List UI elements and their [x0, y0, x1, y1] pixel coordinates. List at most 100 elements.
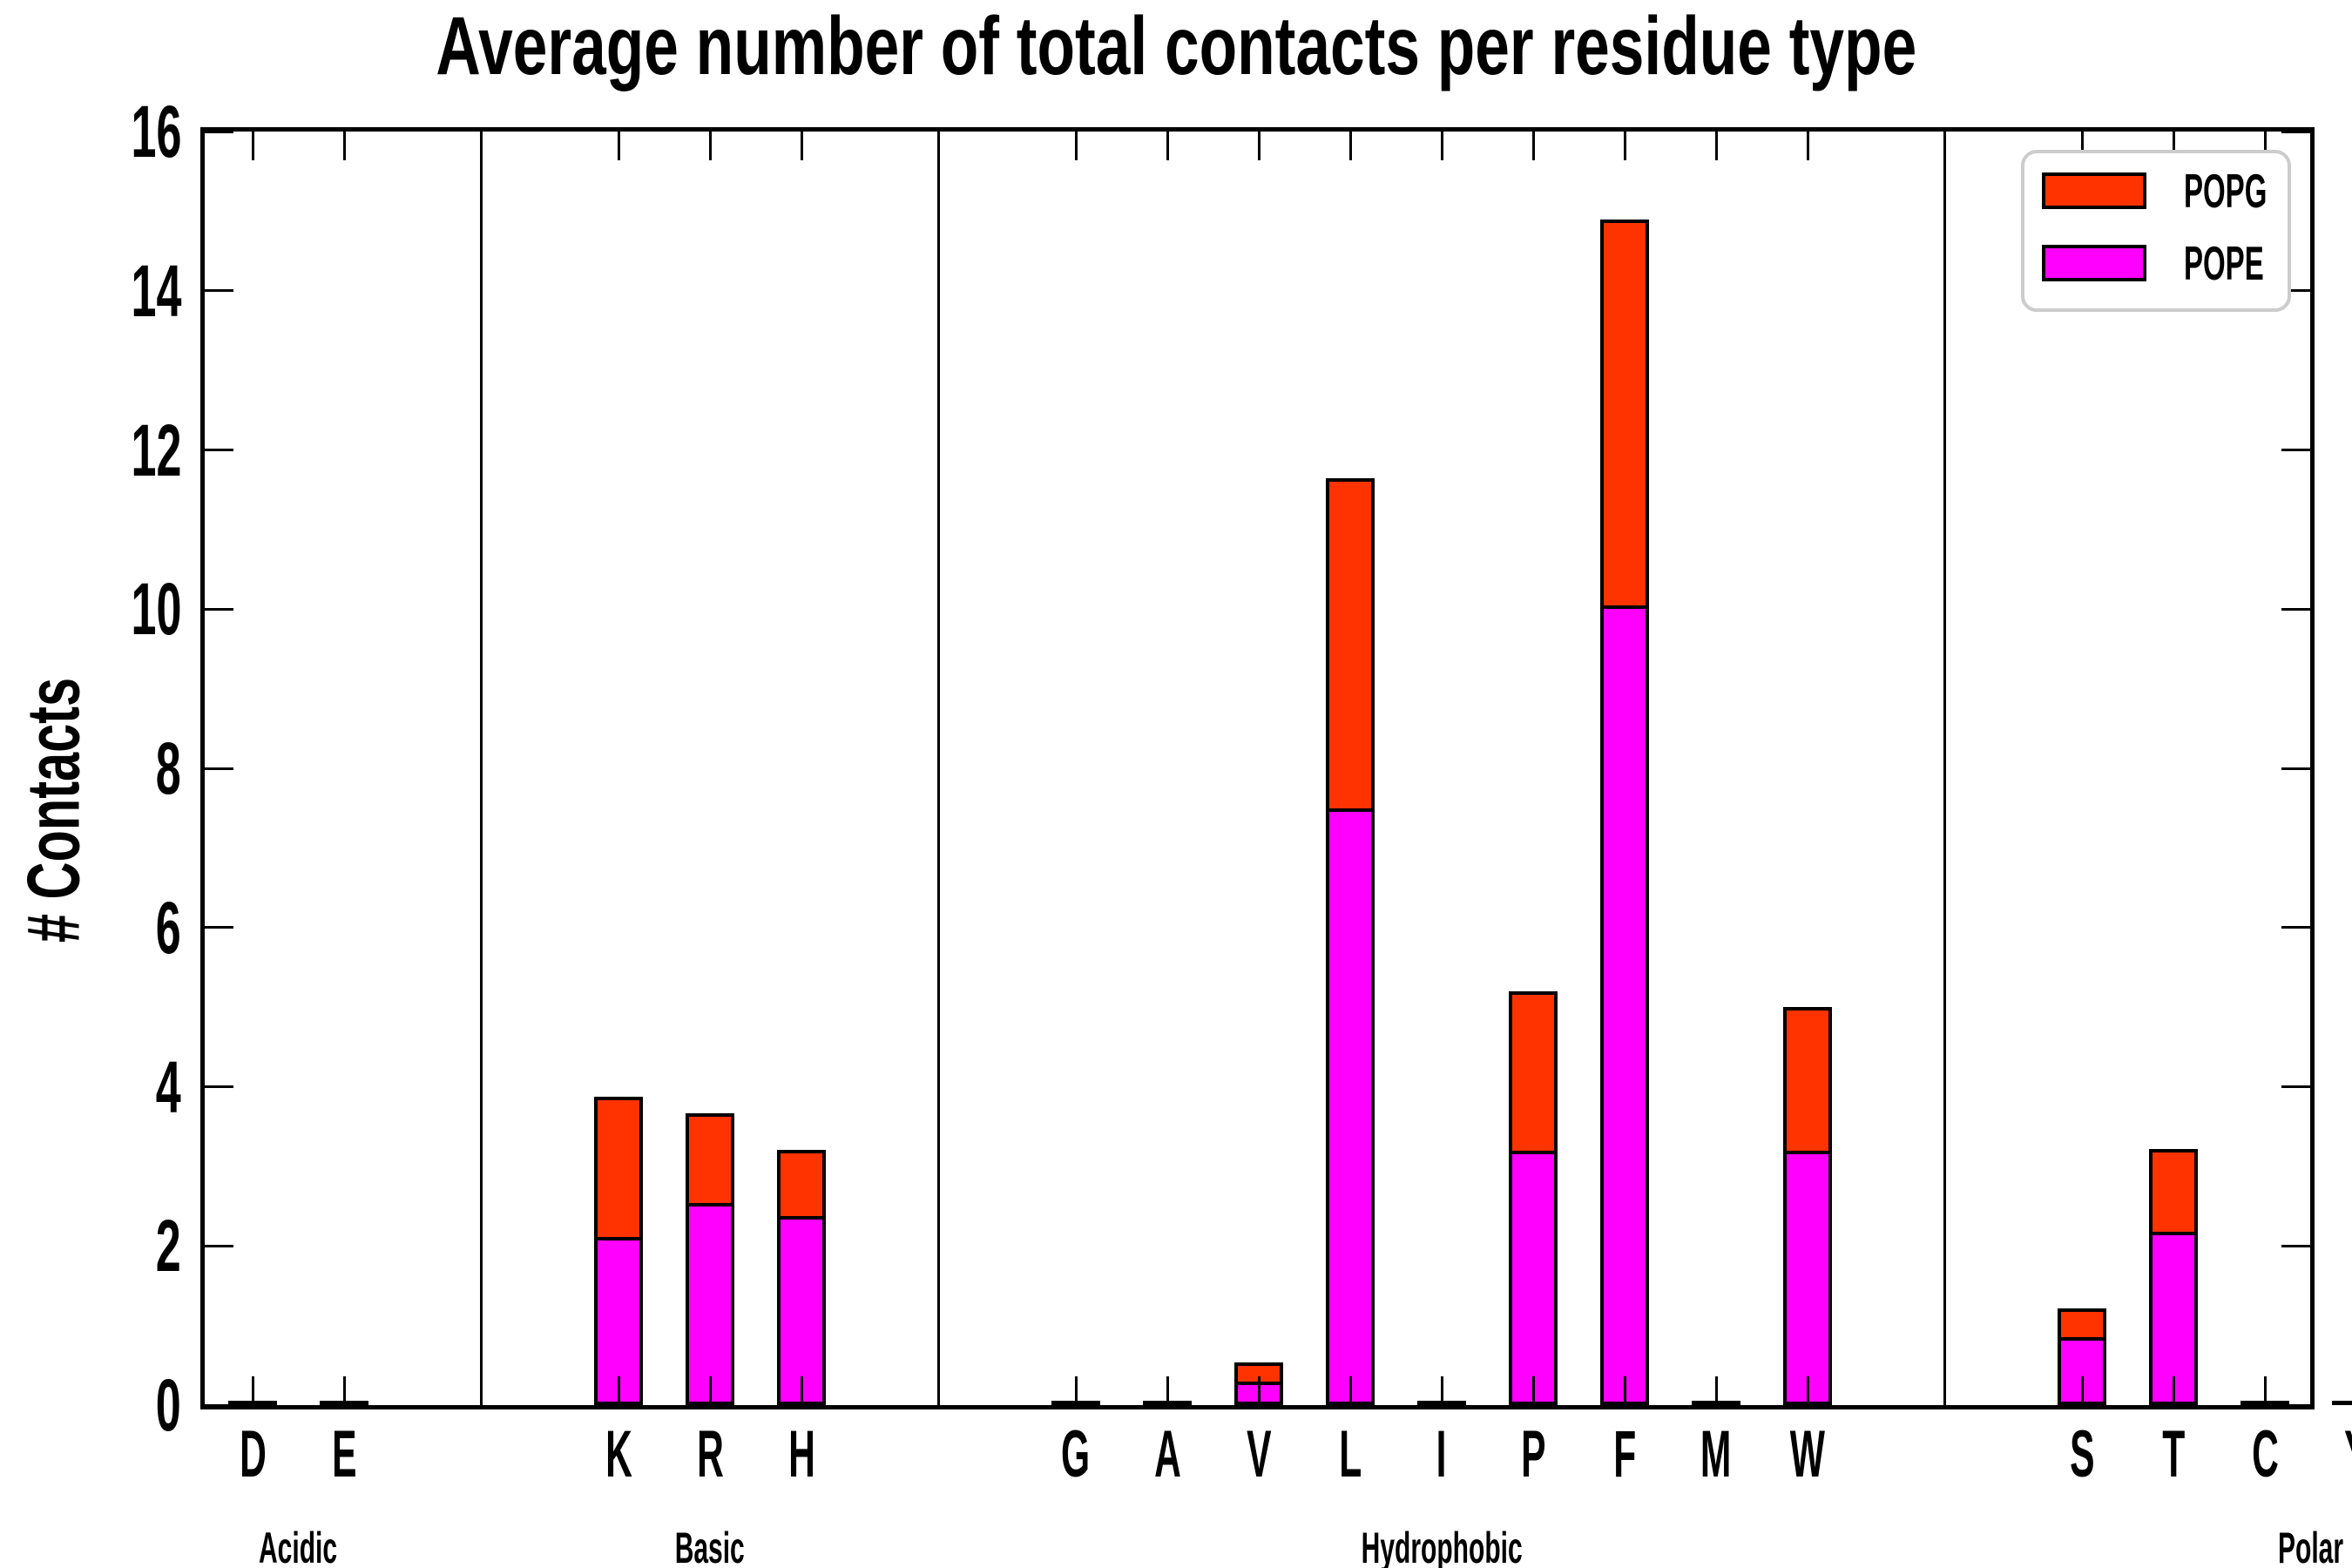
plot-area — [200, 127, 2352, 1409]
legend-pope-swatch — [2042, 245, 2146, 281]
x-axis-tick-bottom — [800, 1376, 803, 1405]
y-tick-label-text: 6 — [156, 886, 181, 969]
y-axis-major-tick-left — [205, 1403, 233, 1407]
bar-F-popg-segment — [1600, 219, 1649, 610]
y-axis-major-tick-right — [2281, 289, 2310, 293]
y-tick-label-text: 14 — [131, 249, 181, 332]
y-tick-label: 6 — [0, 891, 181, 964]
y-axis-major-tick-left — [205, 926, 233, 929]
bar-F-pope-segment — [1600, 609, 1649, 1405]
y-axis-major-tick-right — [2281, 1244, 2310, 1247]
x-axis-tick-top — [1440, 132, 1443, 160]
x-tick-label-text: G — [1061, 1417, 1091, 1491]
y-axis-major-tick-right — [2281, 130, 2310, 133]
y-tick-label: 16 — [0, 95, 181, 168]
x-tick-label-residue: M — [1670, 1422, 1762, 1488]
y-tick-label: 10 — [0, 572, 181, 645]
group-separator-line — [1943, 132, 1946, 1405]
y-tick-label: 2 — [0, 1209, 181, 1282]
x-axis-tick-bottom — [342, 1376, 346, 1405]
x-tick-label-residue: D — [206, 1422, 299, 1488]
x-tick-label-text: R — [696, 1417, 724, 1491]
group-label-text: Basic — [674, 1524, 746, 1568]
x-tick-label-residue: I — [1396, 1422, 1488, 1488]
x-axis-tick-bottom — [251, 1376, 254, 1405]
x-tick-label-text: C — [2251, 1417, 2279, 1491]
y-tick-label-text: 4 — [156, 1045, 181, 1128]
bar-T-popg-segment — [2149, 1148, 2198, 1236]
x-tick-label-text: A — [1153, 1417, 1181, 1491]
x-axis-tick-top — [1806, 132, 1809, 160]
bar-R-popg-segment — [686, 1112, 734, 1206]
x-tick-label-text: K — [605, 1417, 632, 1491]
group-label-text: Acidic — [259, 1524, 338, 1568]
x-tick-label-residue: A — [1121, 1422, 1213, 1488]
legend-pope-label: POPE — [2184, 240, 2317, 287]
x-tick-label-residue: V — [1213, 1422, 1305, 1488]
y-axis-major-tick-right — [2281, 1403, 2310, 1407]
y-axis-major-tick-left — [205, 767, 233, 770]
x-tick-label-text: V — [1246, 1417, 1272, 1491]
y-tick-label: 8 — [0, 732, 181, 805]
x-axis-tick-bottom — [708, 1376, 712, 1405]
x-tick-label-text: P — [1520, 1417, 1546, 1491]
group-label-text: Hydrophobic — [1361, 1524, 1523, 1568]
x-axis-tick-top — [1166, 132, 1169, 160]
y-axis-major-tick-left — [205, 449, 233, 451]
x-axis-tick-bottom — [1257, 1376, 1260, 1405]
y-tick-label: 0 — [0, 1369, 181, 1442]
bar-P-pope-segment — [1509, 1154, 1558, 1405]
bar-H-popg-segment — [777, 1149, 826, 1220]
x-tick-label-text: F — [1612, 1417, 1637, 1491]
chart-title: Average number of total contacts per res… — [0, 3, 2352, 91]
x-tick-label-residue: E — [298, 1422, 390, 1488]
x-axis-tick-top — [342, 132, 346, 160]
y-tick-label: 12 — [0, 414, 181, 487]
x-tick-label-residue: P — [1487, 1422, 1579, 1488]
y-axis-major-tick-left — [205, 289, 233, 293]
y-tick-label: 4 — [0, 1051, 181, 1124]
x-axis-tick-bottom — [1440, 1376, 1443, 1405]
y-axis-major-tick-right — [2281, 767, 2310, 770]
bar-S-popg-segment — [2058, 1308, 2106, 1341]
bar-R-pope-segment — [686, 1206, 734, 1405]
x-tick-label-text: M — [1700, 1417, 1732, 1491]
y-tick-label-text: 12 — [131, 409, 181, 491]
y-axis-major-tick-left — [205, 1244, 233, 1247]
y-axis-major-tick-left — [205, 1085, 233, 1088]
y-axis-major-tick-right — [2281, 449, 2310, 451]
chart-title-text: Average number of total contacts per res… — [436, 0, 1916, 92]
x-axis-tick-top — [1714, 132, 1718, 160]
y-axis-major-tick-right — [2281, 926, 2310, 929]
legend-popg-label-text: POPG — [2184, 164, 2268, 218]
x-tick-label-text: T — [2161, 1417, 2186, 1491]
x-axis-tick-bottom — [1166, 1376, 1169, 1405]
x-axis-tick-bottom — [2263, 1376, 2267, 1405]
bar-H-pope-segment — [777, 1220, 826, 1405]
x-axis-tick-top — [617, 132, 620, 160]
x-tick-label-residue: K — [572, 1422, 665, 1488]
x-tick-label-residue: F — [1578, 1422, 1671, 1488]
x-axis-tick-bottom — [617, 1376, 620, 1405]
y-tick-label-text: 10 — [131, 568, 181, 651]
x-tick-label-text: I — [1436, 1417, 1447, 1491]
x-tick-label-residue: L — [1304, 1422, 1396, 1488]
bar-L-popg-segment — [1326, 477, 1375, 813]
x-axis-tick-top — [1623, 132, 1626, 160]
x-tick-label-residue: R — [664, 1422, 756, 1488]
x-axis-tick-top — [2263, 132, 2267, 160]
x-axis-tick-bottom — [1348, 1376, 1352, 1405]
x-tick-label-text: H — [787, 1417, 815, 1491]
x-axis-tick-top — [1531, 132, 1535, 160]
x-tick-label-text: L — [1338, 1417, 1362, 1491]
x-axis-tick-top — [1074, 132, 1078, 160]
y-tick-label-text: 0 — [156, 1364, 181, 1446]
x-tick-label-text: E — [331, 1417, 357, 1491]
group-label-basic: Basic — [536, 1526, 884, 1568]
bar-W-pope-segment — [1783, 1154, 1832, 1405]
x-tick-label-text: Y — [2344, 1422, 2352, 1488]
x-tick-label-text: S — [2069, 1417, 2095, 1491]
x-axis-tick-bottom — [2080, 1376, 2084, 1405]
x-tick-label-residue: W — [1761, 1422, 1854, 1488]
